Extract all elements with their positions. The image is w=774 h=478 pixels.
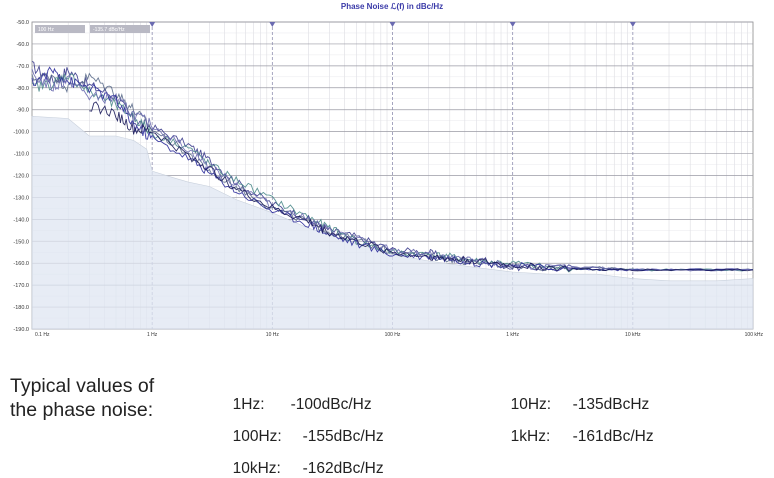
- value-label: 100Hz:: [232, 428, 282, 445]
- caption-heading-line2: the phase noise:: [10, 399, 154, 421]
- y-tick-label: -120.0: [13, 174, 29, 180]
- y-tick-label: -160.0: [13, 261, 29, 267]
- y-tick-label: -80.0: [16, 86, 29, 92]
- decade-marker: [149, 22, 156, 27]
- y-axis-ticks: -50.0 -60.0 -70.0 -80.0 -90.0 -100.0 -110.0 -12…: [13, 20, 29, 333]
- decade-marker: [629, 22, 636, 27]
- value-number: -100dBc/Hz: [290, 396, 372, 413]
- x-axis-ticks: 0.1 Hz 1 Hz 10 Hz 100 Hz 1 kHz 10 kHz 100 kHz: [35, 332, 763, 338]
- y-tick-label: -110.0: [14, 152, 29, 158]
- x-tick-label: 10 Hz: [266, 332, 280, 338]
- value-number: -161dBc/Hz: [572, 428, 654, 445]
- decade-marker: [269, 22, 276, 27]
- y-tick-label: -70.0: [16, 64, 29, 70]
- decade-marker: [389, 22, 396, 27]
- value-1khz: 1kHz: -161dBc/Hz: [502, 410, 654, 446]
- series-lines: [31, 60, 754, 273]
- decade-marker: [509, 22, 516, 27]
- x-tick-label: 100 Hz: [385, 332, 401, 338]
- x-tick-label: 100 kHz: [745, 332, 764, 338]
- y-tick-label: -60.0: [16, 42, 29, 48]
- value-10khz: 10kHz: -162dBc/Hz: [224, 442, 384, 478]
- chart-title: Phase Noise ℒ(f) in dBc/Hz: [341, 2, 443, 11]
- value-number: -155dBc/Hz: [302, 428, 384, 445]
- caption-heading: Typical values of the phase noise:: [10, 374, 210, 422]
- y-tick-label: -130.0: [13, 195, 29, 201]
- y-tick-label: -100.0: [13, 130, 29, 136]
- value-label: 10Hz:: [510, 396, 552, 413]
- value-1hz: 1Hz: -100dBc/Hz: [224, 378, 372, 414]
- x-tick-label: 1 kHz: [506, 332, 519, 338]
- value-10hz: 10Hz: -135dBcHz: [502, 378, 650, 414]
- cursor-value-box: [90, 25, 150, 33]
- caption-heading-line1: Typical values of: [10, 375, 155, 397]
- y-tick-label: -180.0: [13, 305, 29, 311]
- series-line: [31, 73, 754, 273]
- cursor-value-label: -135.7 dBc/Hz: [93, 27, 125, 33]
- x-tick-label: 0.1 Hz: [35, 332, 50, 338]
- value-label: 10kHz:: [232, 460, 281, 477]
- cursor-readout: 100 Hz -135.7 dBc/Hz: [35, 25, 150, 33]
- value-number: -135dBcHz: [572, 396, 650, 413]
- y-tick-label: -50.0: [16, 20, 29, 26]
- value-100hz: 100Hz: -155dBc/Hz: [224, 410, 384, 446]
- noise-floor-area: [31, 115, 754, 330]
- value-number: -162dBc/Hz: [302, 460, 384, 477]
- cursor-freq-box: [35, 25, 85, 33]
- series-line: [31, 72, 754, 272]
- series-line: [89, 101, 754, 272]
- y-tick-label: -170.0: [13, 283, 29, 289]
- y-tick-label: -190.0: [13, 327, 29, 333]
- y-tick-label: -140.0: [13, 217, 29, 223]
- decade-markers: [149, 22, 636, 27]
- x-tick-label: 10 kHz: [625, 332, 641, 338]
- y-tick-label: -150.0: [13, 239, 29, 245]
- value-label: 1Hz:: [232, 396, 265, 413]
- x-tick-label: 1 Hz: [147, 332, 158, 338]
- cursor-freq-label: 100 Hz: [38, 27, 54, 33]
- phase-noise-chart: Phase Noise ℒ(f) in dBc/Hz -50.0 -60.0 -70…: [13, 2, 763, 338]
- y-tick-label: -90.0: [16, 108, 29, 114]
- series-line: [31, 68, 754, 272]
- value-label: 1kHz:: [510, 428, 551, 445]
- noise-floor: [31, 115, 754, 330]
